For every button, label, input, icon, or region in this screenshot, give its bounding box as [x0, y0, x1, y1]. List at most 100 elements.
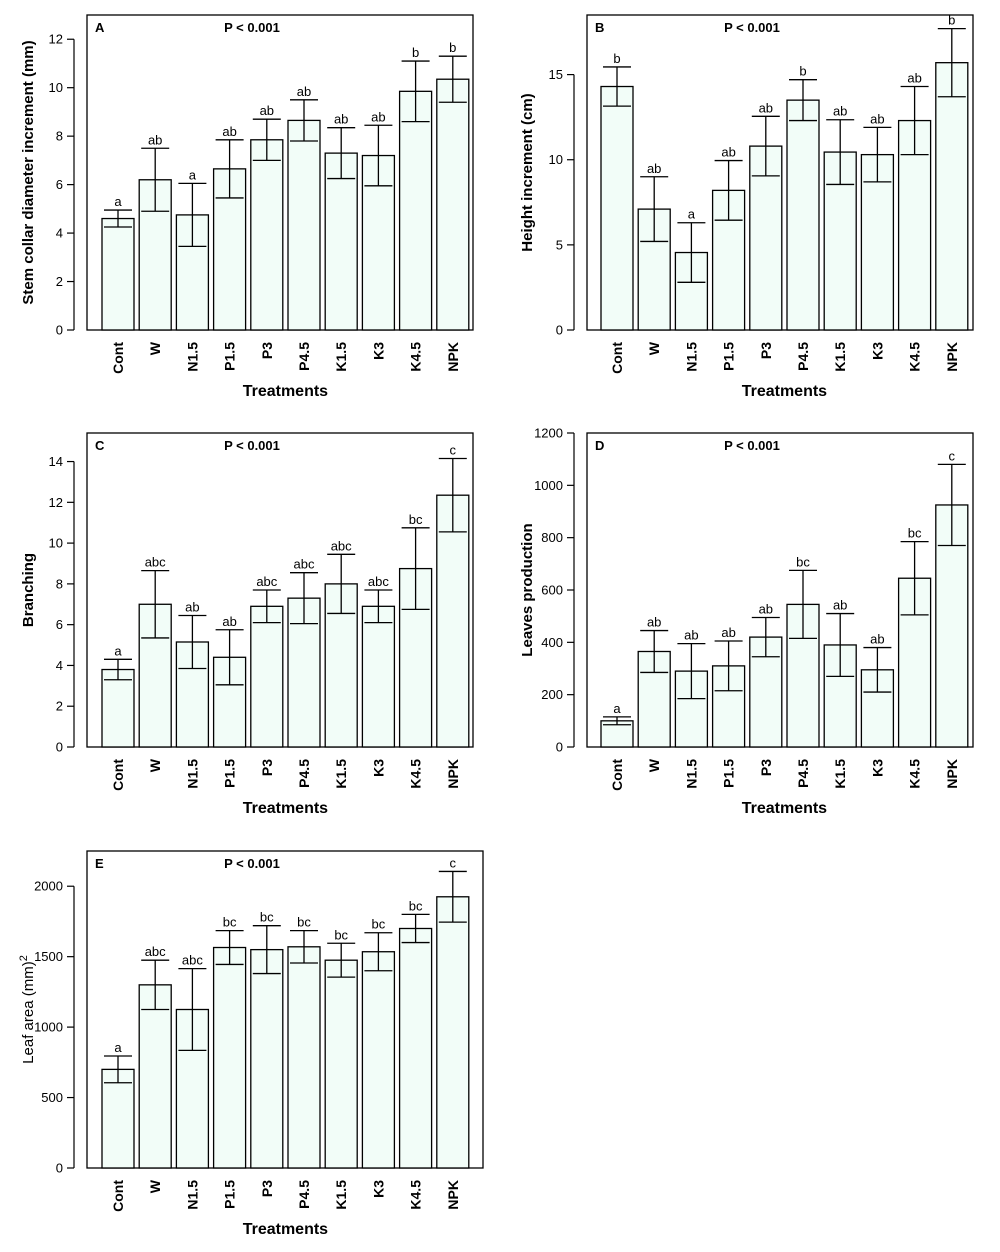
significance-letter: ab — [185, 599, 199, 614]
x-tick-label: Cont — [609, 759, 625, 791]
x-tick-label: P1.5 — [721, 342, 737, 371]
significance-letter: ab — [721, 145, 735, 160]
y-axis-label-superscript: 2 — [18, 955, 30, 961]
x-tick-label: K4.5 — [907, 759, 923, 789]
y-tick-label: 0 — [56, 1161, 63, 1176]
significance-letter: ab — [297, 84, 311, 99]
significance-letter: a — [114, 1040, 122, 1055]
significance-letter: ab — [222, 124, 236, 139]
significance-letter: ab — [222, 614, 236, 629]
panel-letter: A — [95, 20, 105, 35]
x-tick-label: NPK — [445, 1180, 461, 1210]
panel-d: D P < 0.001 0 200 400 600 800 1000 1200 Leaves pr… — [519, 426, 974, 817]
bar-k4-5 — [398, 927, 433, 1169]
x-tick-label: P3 — [758, 759, 774, 776]
bar-cont — [600, 85, 634, 331]
p-value-annotation: P < 0.001 — [224, 856, 280, 871]
bar-k4-5 — [398, 90, 433, 331]
y-tick-label: 0 — [556, 740, 563, 755]
significance-letter: bc — [297, 915, 311, 930]
x-tick-label: Cont — [110, 1180, 126, 1212]
significance-letter: a — [114, 643, 122, 658]
significance-letter: a — [189, 167, 197, 182]
panel-letter: C — [95, 438, 105, 453]
x-tick-label: P3 — [259, 342, 275, 359]
bar-p4-5 — [287, 946, 321, 1169]
x-tick-label: P4.5 — [795, 759, 811, 788]
panel-letter: B — [595, 20, 604, 35]
y-tick-label: 0 — [556, 323, 563, 338]
x-tick-label: NPK — [944, 759, 960, 789]
x-tick-label: K1.5 — [333, 759, 349, 789]
y-tick-label: 10 — [49, 536, 63, 551]
bar-npk — [436, 78, 470, 331]
significance-letter: abc — [145, 944, 166, 959]
x-tick-label: N1.5 — [184, 342, 200, 372]
significance-letter: bc — [223, 915, 237, 930]
significance-letter: ab — [334, 112, 348, 127]
x-tick-label: K4.5 — [408, 1180, 424, 1210]
p-value-annotation: P < 0.001 — [224, 20, 280, 35]
x-tick-label: K3 — [869, 759, 885, 777]
x-tick-label: W — [147, 758, 163, 772]
x-tick-label: P1.5 — [222, 342, 238, 371]
y-tick-label: 4 — [56, 658, 63, 673]
x-tick-label: NPK — [944, 342, 960, 372]
bar-cont — [101, 1068, 135, 1169]
x-tick-label: P1.5 — [222, 759, 238, 788]
bar-k3 — [361, 951, 396, 1169]
x-tick-label: K4.5 — [907, 342, 923, 372]
bar-p3 — [250, 605, 284, 748]
x-tick-label: P4.5 — [296, 342, 312, 371]
bar-n1-5 — [175, 1008, 210, 1169]
p-value-annotation: P < 0.001 — [724, 20, 780, 35]
x-tick-label: P1.5 — [222, 1180, 238, 1209]
y-tick-label: 10 — [549, 152, 563, 167]
x-tick-label: P4.5 — [296, 759, 312, 788]
y-tick-label: 1500 — [34, 949, 63, 964]
significance-letter: abc — [294, 557, 315, 572]
x-tick-label: K4.5 — [408, 759, 424, 789]
y-tick-label: 400 — [541, 635, 563, 650]
significance-letter: bc — [796, 554, 810, 569]
significance-letter: ab — [759, 100, 773, 115]
y-tick-label: 10 — [49, 80, 63, 95]
significance-letter: abc — [182, 953, 203, 968]
panel-b: B P < 0.001 0 5 10 15 Height increment (cm) b Co… — [519, 13, 974, 400]
p-value-annotation: P < 0.001 — [724, 438, 780, 453]
significance-letter: bc — [409, 898, 423, 913]
significance-letter: abc — [256, 574, 277, 589]
bar-w — [138, 984, 172, 1169]
y-axis-label: Branching — [20, 553, 37, 627]
significance-letter: c — [949, 448, 956, 463]
y-tick-label: 1000 — [534, 478, 563, 493]
x-tick-label: K1.5 — [333, 342, 349, 372]
significance-letter: ab — [833, 598, 847, 613]
x-tick-label: W — [147, 341, 163, 355]
y-tick-label: 12 — [49, 32, 63, 47]
significance-letter: a — [688, 207, 696, 222]
significance-letter: ab — [833, 104, 847, 119]
bar-k1-5 — [324, 959, 358, 1169]
bar-cont — [101, 217, 135, 331]
y-axis-label: Height increment (cm) — [519, 93, 536, 251]
y-tick-label: 6 — [56, 617, 63, 632]
significance-letter: bc — [409, 512, 423, 527]
x-tick-label: Cont — [110, 342, 126, 374]
x-tick-label: Cont — [110, 759, 126, 791]
x-axis-label: Treatments — [742, 800, 827, 817]
y-tick-label: 4 — [56, 226, 63, 241]
bar-p4-5 — [287, 119, 321, 331]
y-tick-label: 5 — [556, 237, 563, 252]
significance-letter: ab — [721, 625, 735, 640]
x-tick-label: W — [646, 758, 662, 772]
bar-cont — [101, 668, 135, 748]
x-tick-label: P4.5 — [296, 1180, 312, 1209]
x-tick-label: K3 — [370, 759, 386, 777]
significance-letter: b — [412, 45, 419, 60]
significance-letter: ab — [647, 161, 661, 176]
x-tick-label: P4.5 — [795, 342, 811, 371]
x-tick-label: K1.5 — [832, 759, 848, 789]
y-tick-label: 15 — [549, 67, 563, 82]
